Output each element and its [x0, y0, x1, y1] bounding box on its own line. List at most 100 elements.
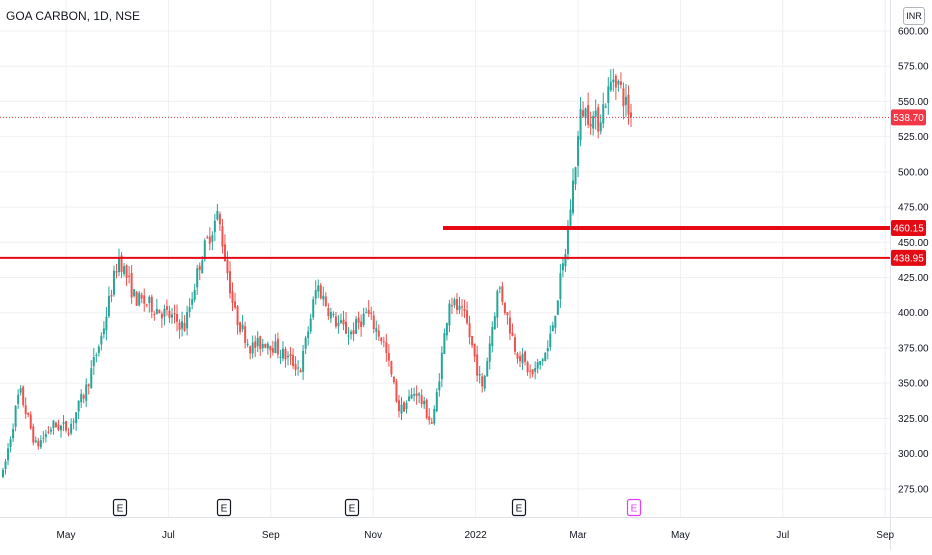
candle-body [324, 296, 327, 306]
candle-body [387, 353, 390, 361]
candle-body [241, 324, 244, 330]
candle-body [118, 257, 121, 273]
candle-body [390, 361, 393, 375]
candle-body [516, 353, 519, 359]
candle-body [57, 424, 60, 431]
candle-body [153, 313, 156, 315]
candle-body [52, 420, 55, 429]
candle-body [269, 345, 272, 351]
candle-body [415, 393, 418, 396]
candle-body [193, 289, 196, 300]
level-price-label: 460.15 [893, 224, 924, 235]
candle-body [589, 123, 592, 127]
candle-body [276, 338, 279, 355]
y-tick-label: 425.00 [898, 273, 929, 284]
candle-body [231, 291, 234, 303]
candle-body [7, 448, 10, 461]
candle-body [425, 399, 428, 419]
candle-body [524, 351, 527, 362]
candle-body [630, 112, 632, 118]
candle-body [627, 94, 630, 115]
earnings-marker-icon[interactable]: E [216, 498, 232, 517]
candle-body [107, 295, 110, 317]
candle-body [478, 374, 481, 376]
candle-body [206, 237, 209, 239]
level-price-label: 438.95 [893, 253, 924, 264]
y-tick-label: 550.00 [898, 97, 929, 108]
candle-body [102, 328, 105, 335]
candle-body [274, 341, 277, 354]
candle-body [234, 301, 237, 308]
level-price-badge [891, 220, 926, 237]
last-price-label: 538.70 [893, 113, 924, 124]
candle-body [54, 422, 57, 428]
earnings-marker-label: E [117, 504, 124, 515]
candle-body [435, 391, 438, 412]
candle-body [468, 323, 471, 338]
candle-body [87, 384, 90, 387]
candle-body [317, 285, 320, 292]
y-tick-label: 275.00 [898, 484, 929, 495]
candle-body [228, 271, 231, 294]
candle-body [582, 110, 585, 117]
candle-body [65, 420, 68, 431]
candle-body [397, 400, 400, 412]
candle-body [60, 425, 63, 431]
candle-body [408, 396, 411, 402]
candle-body [360, 321, 363, 327]
candle-body [602, 104, 605, 124]
candle-body [246, 343, 249, 346]
candle-body [261, 343, 264, 349]
candle-body [375, 328, 378, 332]
candle-body [566, 227, 569, 255]
candle-body [97, 346, 100, 353]
currency-badge[interactable]: INR [903, 7, 925, 25]
candle-body [466, 310, 469, 324]
candle-body [539, 360, 542, 365]
candle-body [592, 116, 595, 129]
candle-body [513, 337, 516, 352]
candle-body [203, 240, 206, 260]
candle-body [526, 362, 529, 373]
y-tick-label: 350.00 [898, 379, 929, 390]
candle-body [322, 295, 325, 300]
candle-body [155, 309, 158, 314]
earnings-marker-icon[interactable]: E [626, 498, 642, 517]
candle-body [302, 350, 305, 372]
candle-body [216, 210, 219, 220]
candle-body [292, 354, 295, 366]
earnings-marker-icon[interactable]: E [511, 498, 527, 517]
candle-body [329, 311, 332, 319]
candle-body [443, 333, 446, 354]
candle-body [213, 220, 216, 232]
candle-body [624, 96, 627, 105]
candle-body [105, 317, 108, 331]
candle-body [251, 342, 254, 354]
candle-body [120, 255, 123, 273]
x-tick-label: 2022 [464, 530, 487, 541]
candle-body [362, 313, 365, 325]
candle-body [95, 354, 98, 356]
candle-body [123, 266, 126, 274]
candle-body [619, 81, 622, 85]
candle-body [186, 312, 189, 329]
candle-body [32, 426, 35, 443]
candle-body [455, 299, 458, 311]
candle-body [112, 270, 115, 295]
candle-body [176, 314, 179, 322]
candle-body [503, 302, 506, 313]
candle-body [438, 381, 441, 391]
candle-body [284, 349, 287, 360]
candle-body [29, 414, 32, 429]
candle-body [574, 167, 577, 185]
candle-body [62, 422, 65, 424]
candle-body [345, 321, 348, 334]
candle-body [279, 356, 282, 358]
candle-body [173, 313, 176, 315]
earnings-marker-icon[interactable]: E [344, 498, 360, 517]
earnings-marker-icon[interactable]: E [112, 498, 128, 517]
y-tick-label: 500.00 [898, 167, 929, 178]
candle-body [609, 81, 612, 91]
